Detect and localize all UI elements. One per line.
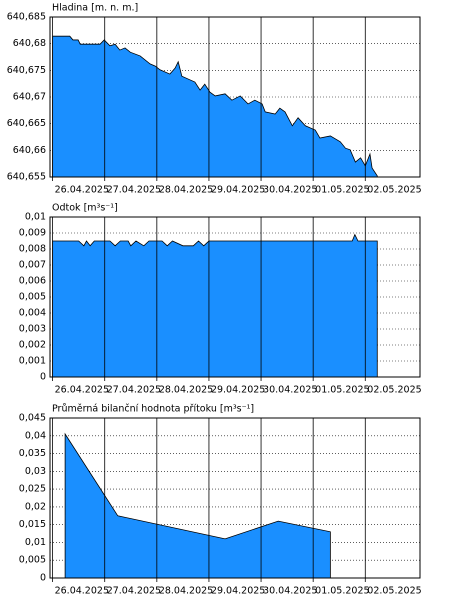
x-tick-label: 01.05.2025 bbox=[315, 385, 369, 396]
x-tick-label: 26.04.2025 bbox=[55, 185, 109, 196]
y-tick-label: 640,665 bbox=[7, 118, 46, 129]
chart-title: Průměrná bilanční hodnota přítoku [m³s⁻¹… bbox=[52, 404, 254, 415]
y-tick-label: 0 bbox=[40, 372, 46, 383]
y-tick-label: 0,035 bbox=[19, 448, 46, 459]
y-tick-label: 640,655 bbox=[7, 172, 46, 183]
x-tick-label: 28.04.2025 bbox=[159, 185, 213, 196]
y-tick-label: 0,005 bbox=[19, 555, 46, 566]
area bbox=[52, 35, 378, 178]
x-tick-label: 28.04.2025 bbox=[159, 586, 213, 597]
y-tick-label: 640,675 bbox=[7, 65, 46, 76]
y-tick-label: 640,685 bbox=[7, 12, 46, 23]
x-tick-label: 30.04.2025 bbox=[263, 185, 317, 196]
x-tick-label: 01.05.2025 bbox=[315, 586, 369, 597]
x-tick-label: 02.05.2025 bbox=[367, 385, 421, 396]
y-tick-label: 0,01 bbox=[25, 537, 46, 548]
x-tick-label: 27.04.2025 bbox=[107, 385, 161, 396]
y-tick-label: 0,003 bbox=[19, 324, 46, 335]
y-tick-label: 0,03 bbox=[25, 466, 46, 477]
x-tick-label: 29.04.2025 bbox=[211, 385, 265, 396]
y-tick-label: 0,007 bbox=[19, 260, 46, 271]
x-tick-label: 26.04.2025 bbox=[55, 586, 109, 597]
y-tick-label: 0,04 bbox=[25, 430, 46, 441]
x-tick-label: 29.04.2025 bbox=[211, 586, 265, 597]
y-tick-label: 0,015 bbox=[19, 519, 46, 530]
y-tick-label: 640,66 bbox=[13, 145, 46, 156]
y-tick-label: 0,002 bbox=[19, 340, 46, 351]
x-tick-label: 27.04.2025 bbox=[107, 185, 161, 196]
x-tick-label: 02.05.2025 bbox=[367, 185, 421, 196]
plot-border bbox=[49, 216, 421, 378]
y-tick-label: 640,68 bbox=[13, 38, 46, 49]
y-tick-label: 0,025 bbox=[19, 484, 46, 495]
y-tick-label: 0,045 bbox=[19, 413, 46, 424]
y-tick-label: 0,001 bbox=[19, 356, 46, 367]
x-tick-label: 02.05.2025 bbox=[367, 586, 421, 597]
x-tick-label: 27.04.2025 bbox=[107, 586, 161, 597]
y-tick-label: 0,005 bbox=[19, 292, 46, 303]
x-tick-label: 26.04.2025 bbox=[55, 385, 109, 396]
x-tick-label: 28.04.2025 bbox=[159, 385, 213, 396]
chart-title: Hladina [m. n. m.] bbox=[52, 3, 138, 14]
x-tick-label: 29.04.2025 bbox=[211, 185, 265, 196]
y-tick-label: 0 bbox=[40, 573, 46, 584]
y-tick-label: 640,67 bbox=[13, 92, 46, 103]
x-tick-label: 30.04.2025 bbox=[263, 385, 317, 396]
y-tick-label: 0,004 bbox=[19, 308, 46, 319]
y-tick-label: 0,01 bbox=[25, 212, 46, 223]
chart-title: Odtok [m³s⁻¹] bbox=[52, 203, 118, 214]
x-tick-label: 30.04.2025 bbox=[263, 586, 317, 597]
y-tick-label: 0,006 bbox=[19, 276, 46, 287]
y-tick-label: 0,008 bbox=[19, 244, 46, 255]
x-tick-label: 01.05.2025 bbox=[315, 185, 369, 196]
plot-border bbox=[49, 16, 421, 178]
y-tick-label: 0,009 bbox=[19, 228, 46, 239]
area bbox=[52, 233, 378, 378]
plot-border bbox=[49, 417, 421, 579]
y-tick-label: 0,02 bbox=[25, 501, 46, 512]
